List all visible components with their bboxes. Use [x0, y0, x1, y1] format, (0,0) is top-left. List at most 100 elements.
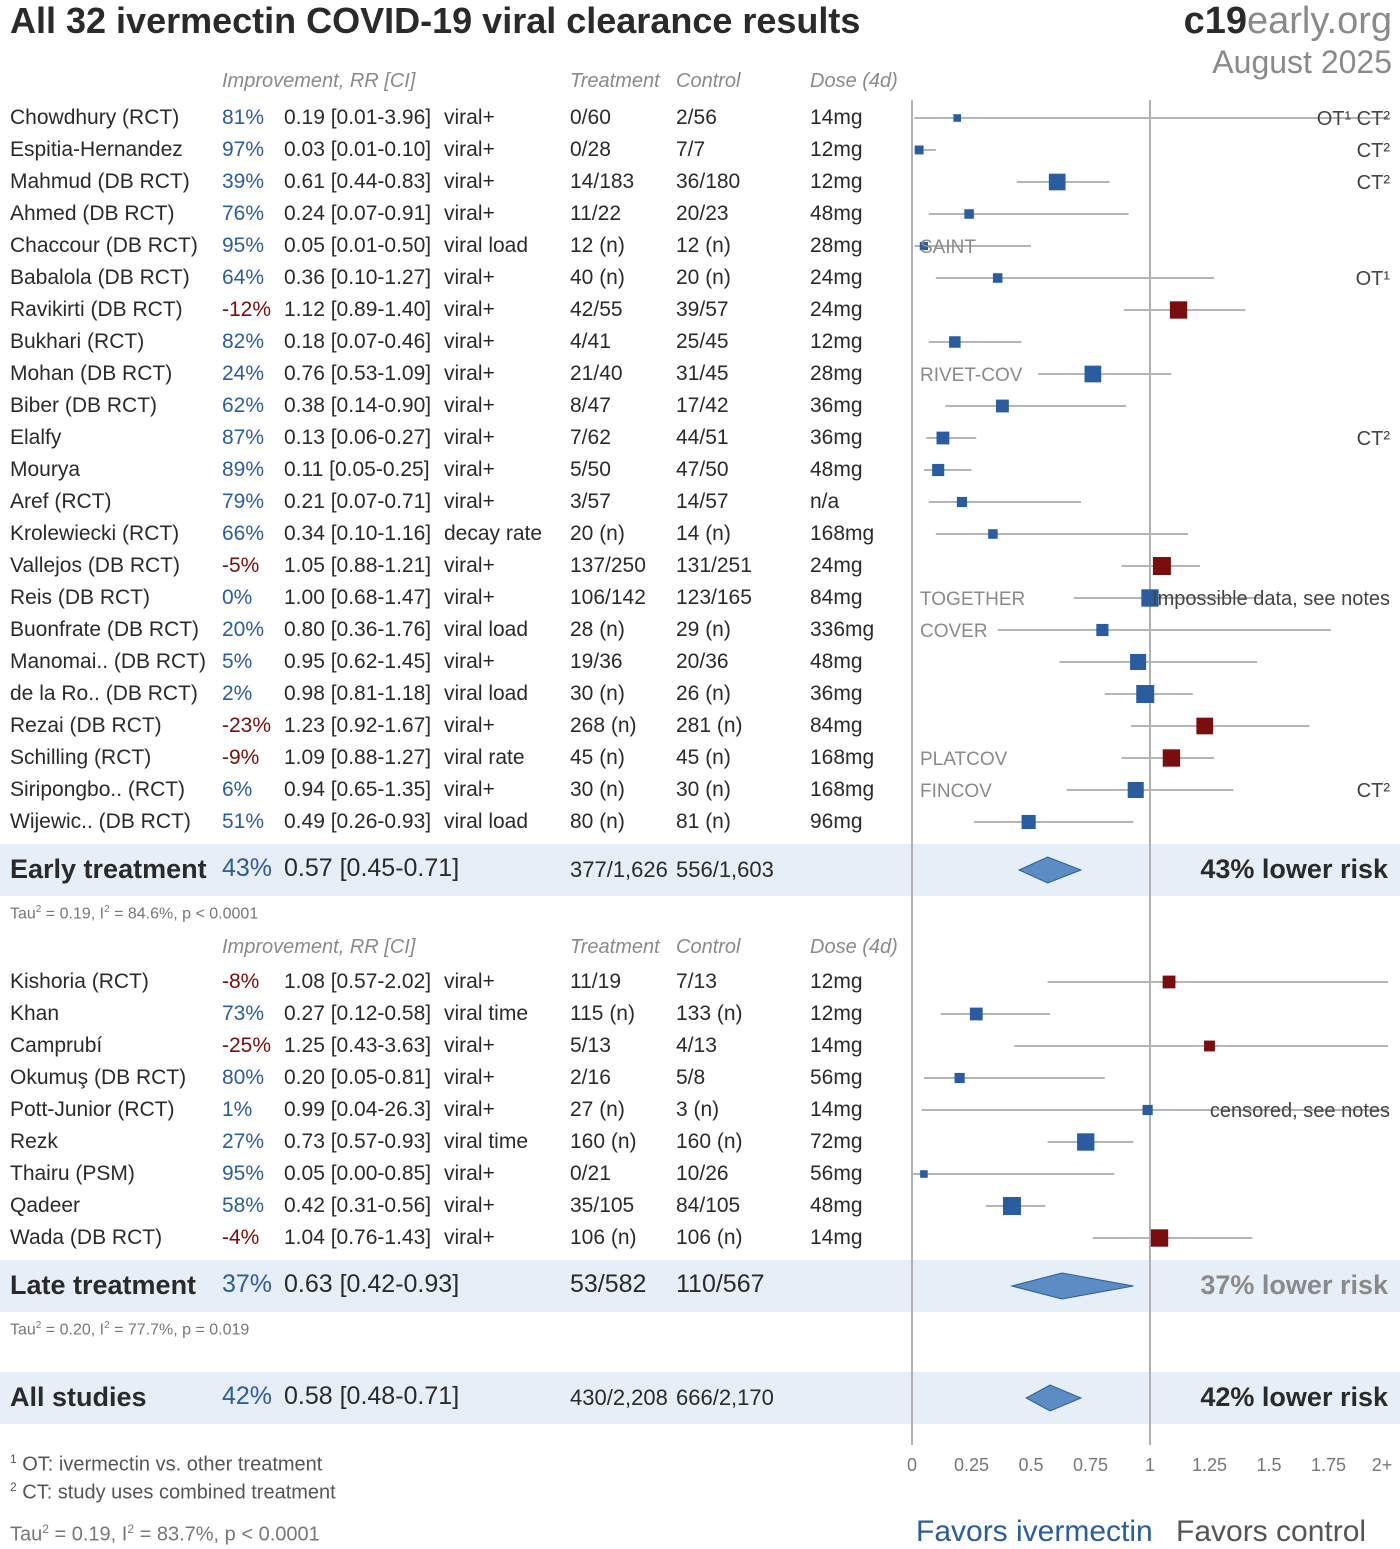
- study-rr: 0.42 [0.31-0.56]: [284, 1194, 432, 1217]
- site-logo-bold: c19: [1183, 0, 1247, 42]
- study-rr: 1.23 [0.92-1.67]: [284, 714, 432, 737]
- summary-control: 556/1,603: [676, 857, 774, 882]
- study-improvement: -8%: [222, 970, 260, 993]
- study-control: 12 (n): [676, 234, 731, 257]
- study-dose: 84mg: [810, 714, 863, 737]
- study-rr: 0.05 [0.00-0.85]: [284, 1162, 432, 1185]
- study-dose: 56mg: [810, 1162, 863, 1185]
- study-outcome: viral time: [444, 1002, 529, 1025]
- study-outcome: viral+: [444, 714, 495, 737]
- study-rr: 0.94 [0.65-1.35]: [284, 778, 432, 801]
- study-row: Wada (DB RCT) -4% 1.04 [0.76-1.43] viral+ 10…: [0, 1221, 1400, 1253]
- study-improvement: 73%: [222, 1002, 265, 1025]
- study-name: Espitia-Hernandez: [10, 138, 183, 161]
- study-row: Ravikirti (DB RCT) -12% 1.12 [0.89-1.40] vi…: [0, 293, 1400, 325]
- study-improvement: 64%: [222, 266, 265, 289]
- x-tick-label: 1.25: [1191, 1455, 1228, 1475]
- study-dose: 48mg: [810, 458, 863, 481]
- study-treatment: 2/16: [570, 1066, 611, 1089]
- study-control: 31/45: [676, 362, 729, 385]
- study-treatment: 11/22: [570, 202, 621, 225]
- favors-control-label: Favors control: [1176, 1515, 1367, 1548]
- study-improvement: 27%: [222, 1130, 265, 1153]
- study-name: Khan: [10, 1002, 60, 1025]
- summary-name: All studies: [10, 1382, 147, 1412]
- study-row: Qadeer 58% 0.42 [0.31-0.56] viral+ 35/105 84/…: [0, 1189, 1400, 1221]
- study-rr: 1.09 [0.88-1.27]: [284, 746, 432, 769]
- study-improvement: 1%: [222, 1098, 253, 1121]
- study-outcome: viral+: [444, 170, 495, 193]
- study-improvement: 6%: [222, 778, 253, 801]
- study-control: 3 (n): [676, 1098, 720, 1121]
- study-improvement: -12%: [222, 298, 272, 321]
- study-control: 160 (n): [676, 1130, 743, 1153]
- study-rr: 0.21 [0.07-0.71]: [284, 490, 432, 513]
- study-row: Elalfy 87% 0.13 [0.06-0.27] viral+ 7/62 44/51…: [0, 421, 1400, 453]
- study-treatment: 35/105: [570, 1194, 635, 1217]
- header-treatment: Treatment: [570, 936, 660, 958]
- study-name: de la Ro.. (DB RCT): [10, 682, 198, 705]
- study-name: Chaccour (DB RCT): [10, 234, 198, 257]
- footnote-1: 1 OT: ivermectin vs. other treatment: [10, 1452, 323, 1476]
- study-row: Mourya 89% 0.11 [0.05-0.25] viral+ 5/50 47/50…: [0, 453, 1400, 485]
- study-control: 17/42: [676, 394, 729, 417]
- study-name: Reis (DB RCT): [10, 586, 150, 609]
- study-control: 47/50: [676, 458, 729, 481]
- study-name: Wijewic.. (DB RCT): [10, 810, 191, 833]
- study-outcome: viral+: [444, 202, 495, 225]
- study-outcome: viral+: [444, 106, 495, 129]
- study-dose: 72mg: [810, 1130, 863, 1153]
- study-rr: 0.34 [0.10-1.16]: [284, 522, 432, 545]
- study-improvement: -25%: [222, 1034, 272, 1057]
- study-outcome: viral+: [444, 298, 495, 321]
- header-dose: Dose (4d): [810, 70, 898, 92]
- study-control: 26 (n): [676, 682, 731, 705]
- group-i2: 84.6%: [127, 905, 174, 923]
- summary-improvement: 42%: [222, 1382, 273, 1410]
- study-name: Pott-Junior (RCT): [10, 1098, 175, 1121]
- study-treatment: 40 (n): [570, 266, 625, 289]
- study-dose: 96mg: [810, 810, 863, 833]
- study-dose: 48mg: [810, 1194, 863, 1217]
- header-improvement: Improvement, RR [CI]: [222, 70, 416, 92]
- study-treatment: 5/50: [570, 458, 611, 481]
- group-i2: 77.7%: [127, 1321, 174, 1339]
- site-logo[interactable]: c19early.org: [1184, 0, 1392, 43]
- x-tick-label: 1.75: [1310, 1455, 1347, 1475]
- study-dose: 14mg: [810, 1226, 863, 1249]
- study-outcome: viral+: [444, 266, 495, 289]
- study-row: Mahmud (DB RCT) 39% 0.61 [0.44-0.83] viral+…: [0, 165, 1400, 197]
- study-rr: 0.61 [0.44-0.83]: [284, 170, 432, 193]
- study-control: 29 (n): [676, 618, 731, 641]
- study-name: Buonfrate (DB RCT): [10, 618, 200, 641]
- study-row: Bukhari (RCT) 82% 0.18 [0.07-0.46] viral+ 4/…: [0, 325, 1400, 357]
- study-name: Schilling (RCT): [10, 746, 152, 769]
- study-outcome: viral load: [444, 682, 529, 705]
- study-name: Siripongbo.. (RCT): [10, 778, 186, 801]
- study-control: 281 (n): [676, 714, 743, 737]
- study-row: Rezk 27% 0.73 [0.57-0.93] viral time 160 (n)…: [0, 1125, 1400, 1157]
- study-treatment: 12 (n): [570, 234, 625, 257]
- study-outcome: viral+: [444, 1194, 495, 1217]
- study-name: Ravikirti (DB RCT): [10, 298, 183, 321]
- study-treatment: 106 (n): [570, 1226, 637, 1249]
- study-rr: 1.12 [0.89-1.40]: [284, 298, 432, 321]
- study-dose: 168mg: [810, 746, 875, 769]
- summary-rr: 0.57 [0.45-0.71]: [284, 854, 460, 882]
- study-control: 25/45: [676, 330, 729, 353]
- study-outcome: viral+: [444, 490, 495, 513]
- summary-treatment: 430/2,208: [570, 1385, 668, 1410]
- study-rr: 1.00 [0.68-1.47]: [284, 586, 432, 609]
- study-control: 14 (n): [676, 522, 731, 545]
- study-improvement: 81%: [222, 106, 265, 129]
- study-outcome: decay rate: [444, 522, 543, 545]
- summary-row: Late treatment 37% 0.63 [0.42-0.93] 53/582 1…: [0, 1260, 1400, 1312]
- study-rr: 0.05 [0.01-0.50]: [284, 234, 432, 257]
- study-control: 10/26: [676, 1162, 729, 1185]
- study-improvement: 24%: [222, 362, 265, 385]
- study-outcome: viral+: [444, 426, 495, 449]
- study-control: 81 (n): [676, 810, 731, 833]
- x-tick-label: 2+: [1371, 1455, 1393, 1475]
- study-dose: 12mg: [810, 170, 863, 193]
- study-row: Chaccour (DB RCT) 95% 0.05 [0.01-0.50] vira…: [0, 229, 1400, 261]
